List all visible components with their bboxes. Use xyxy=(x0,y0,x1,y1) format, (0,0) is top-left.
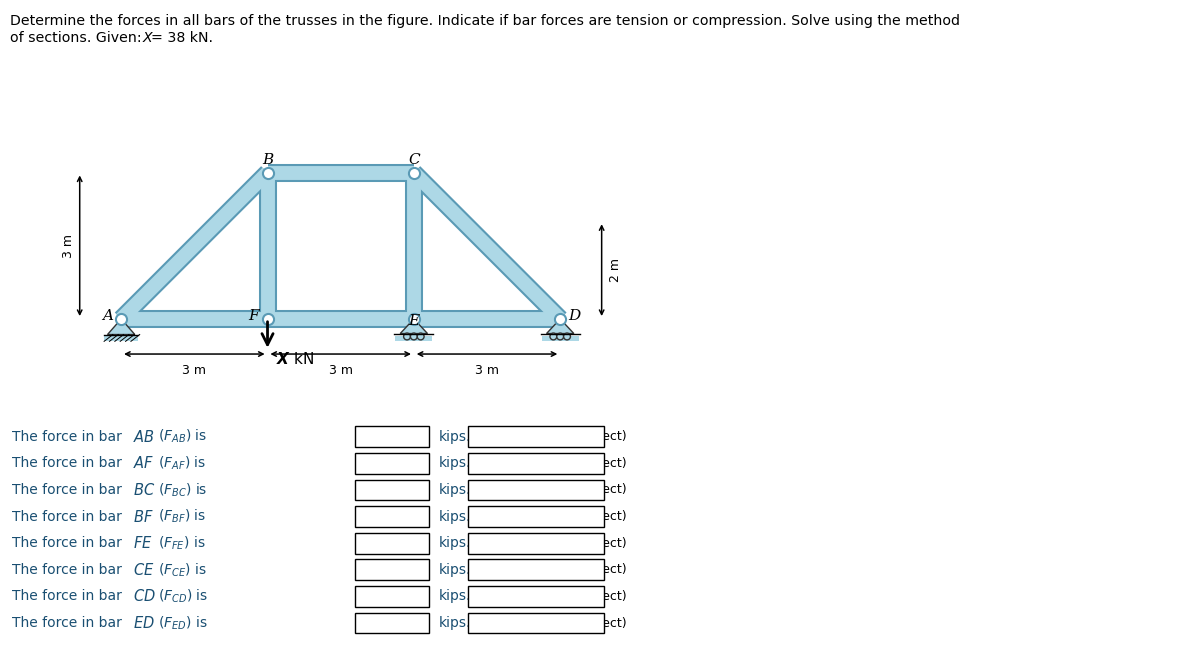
FancyBboxPatch shape xyxy=(468,586,605,607)
Circle shape xyxy=(418,333,424,340)
FancyBboxPatch shape xyxy=(355,506,430,527)
Text: of sections. Given:: of sections. Given: xyxy=(10,31,145,45)
Text: 3 m: 3 m xyxy=(62,234,76,258)
Polygon shape xyxy=(400,319,427,334)
Text: ($F_{{AB}}$) is: ($F_{{AB}}$) is xyxy=(158,428,208,445)
Text: The force in bar: The force in bar xyxy=(12,563,126,577)
Circle shape xyxy=(410,333,418,340)
Text: (Click to select): (Click to select) xyxy=(529,563,628,576)
FancyBboxPatch shape xyxy=(355,533,430,554)
Text: (Click to select): (Click to select) xyxy=(529,484,628,496)
Text: = 38 kN.: = 38 kN. xyxy=(151,31,212,45)
Text: ∨: ∨ xyxy=(590,457,600,470)
Bar xyxy=(395,336,432,342)
Text: ∨: ∨ xyxy=(590,617,600,630)
Text: 2 m: 2 m xyxy=(608,258,622,282)
Text: $\mathit{FE}$: $\mathit{FE}$ xyxy=(132,535,152,551)
Circle shape xyxy=(557,333,564,340)
Text: 3 m: 3 m xyxy=(475,364,499,377)
Circle shape xyxy=(550,333,557,340)
Polygon shape xyxy=(546,319,574,334)
Text: ∨: ∨ xyxy=(590,537,600,550)
Text: (Click to select): (Click to select) xyxy=(529,537,628,550)
Text: (Click to select): (Click to select) xyxy=(529,457,628,470)
Text: $\mathit{BC}$: $\mathit{BC}$ xyxy=(132,482,155,498)
Text: Determine the forces in all bars of the trusses in the figure. Indicate if bar f: Determine the forces in all bars of the … xyxy=(10,14,960,28)
Circle shape xyxy=(564,333,570,340)
Text: The force in bar: The force in bar xyxy=(12,483,126,497)
Text: ($F_{{CD}}$) is: ($F_{{CD}}$) is xyxy=(158,587,209,605)
Polygon shape xyxy=(108,319,134,334)
Text: kips.: kips. xyxy=(438,430,470,444)
Text: ($F_{{BC}}$) is: ($F_{{BC}}$) is xyxy=(158,481,208,499)
FancyBboxPatch shape xyxy=(468,426,605,447)
FancyBboxPatch shape xyxy=(355,613,430,634)
Text: The force in bar: The force in bar xyxy=(12,510,126,524)
Text: (Click to select): (Click to select) xyxy=(529,510,628,523)
Bar xyxy=(541,336,578,342)
FancyBboxPatch shape xyxy=(468,613,605,634)
Text: ∨: ∨ xyxy=(590,510,600,523)
Text: kips.: kips. xyxy=(438,510,470,524)
Text: $\boldsymbol{X}$ kN: $\boldsymbol{X}$ kN xyxy=(276,351,314,367)
Text: kips.: kips. xyxy=(438,456,470,470)
Text: ∨: ∨ xyxy=(590,430,600,443)
Text: kips.: kips. xyxy=(438,536,470,550)
Circle shape xyxy=(403,333,410,340)
Text: (Click to select): (Click to select) xyxy=(529,430,628,443)
Text: A: A xyxy=(102,310,113,323)
Text: 3 m: 3 m xyxy=(329,364,353,377)
Text: X: X xyxy=(142,31,152,45)
FancyBboxPatch shape xyxy=(355,559,430,580)
Text: ∨: ∨ xyxy=(590,484,600,496)
Text: C: C xyxy=(408,153,420,168)
Text: ∨: ∨ xyxy=(590,590,600,603)
Text: kips.: kips. xyxy=(438,616,470,630)
FancyBboxPatch shape xyxy=(468,506,605,527)
Text: $\mathit{AF}$: $\mathit{AF}$ xyxy=(132,455,154,471)
Text: B: B xyxy=(262,153,274,168)
FancyBboxPatch shape xyxy=(468,559,605,580)
Text: kips.: kips. xyxy=(438,589,470,604)
FancyBboxPatch shape xyxy=(355,586,430,607)
FancyBboxPatch shape xyxy=(468,533,605,554)
Text: (Click to select): (Click to select) xyxy=(529,617,628,630)
Text: The force in bar: The force in bar xyxy=(12,616,126,630)
Text: F: F xyxy=(248,310,259,323)
Text: 3 m: 3 m xyxy=(182,364,206,377)
Text: The force in bar: The force in bar xyxy=(12,456,126,470)
Text: $\mathit{AB}$: $\mathit{AB}$ xyxy=(132,429,155,445)
Text: The force in bar: The force in bar xyxy=(12,536,126,550)
Text: $\mathit{CD}$: $\mathit{CD}$ xyxy=(132,589,155,604)
FancyBboxPatch shape xyxy=(355,453,430,474)
Text: ($F_{{BF}}$) is: ($F_{{BF}}$) is xyxy=(158,508,206,526)
Text: E: E xyxy=(408,314,420,329)
Text: kips.: kips. xyxy=(438,483,470,497)
FancyBboxPatch shape xyxy=(468,480,605,500)
Text: (Click to select): (Click to select) xyxy=(529,590,628,603)
Text: The force in bar: The force in bar xyxy=(12,430,126,444)
FancyBboxPatch shape xyxy=(468,453,605,474)
Bar xyxy=(104,334,138,342)
Text: $\mathit{ED}$: $\mathit{ED}$ xyxy=(132,615,155,631)
Text: ($F_{{AF}}$) is: ($F_{{AF}}$) is xyxy=(158,454,206,472)
Text: The force in bar: The force in bar xyxy=(12,589,126,604)
Text: ($F_{{ED}}$) is: ($F_{{ED}}$) is xyxy=(158,614,208,632)
Text: kips.: kips. xyxy=(438,563,470,577)
Text: $\mathit{CE}$: $\mathit{CE}$ xyxy=(132,562,154,578)
Text: ($F_{{CE}}$) is: ($F_{{CE}}$) is xyxy=(158,561,208,578)
Text: ($F_{{FE}}$) is: ($F_{{FE}}$) is xyxy=(158,535,206,552)
Text: $\mathit{BF}$: $\mathit{BF}$ xyxy=(132,509,154,525)
Text: D: D xyxy=(569,310,581,323)
Text: ∨: ∨ xyxy=(590,563,600,576)
FancyBboxPatch shape xyxy=(355,426,430,447)
FancyBboxPatch shape xyxy=(355,480,430,500)
